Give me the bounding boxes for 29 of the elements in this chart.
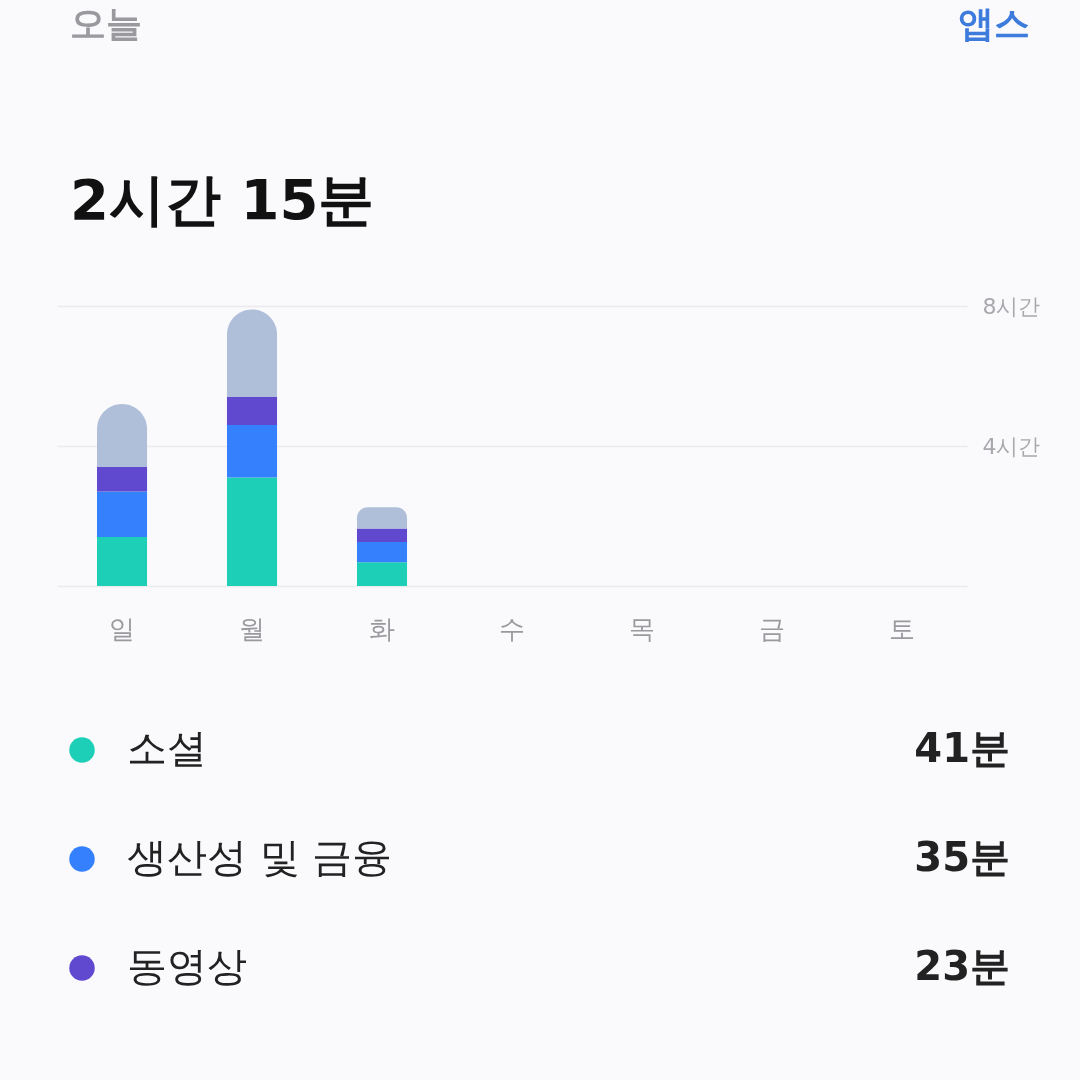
text: 35분	[914, 834, 1010, 880]
legend-label: 생산성 및 금융	[127, 834, 393, 880]
bar	[356, 528, 408, 542]
bar	[356, 507, 408, 529]
text: 앱스	[958, 3, 1030, 44]
bar	[97, 491, 148, 537]
x-tick-label: 토	[888, 613, 915, 644]
bar	[356, 541, 408, 563]
x-tick-label: 수	[499, 613, 525, 644]
chart-title: 2시간 15분	[70, 167, 375, 232]
y-tick-label: 4시간	[982, 433, 1041, 459]
bar	[226, 397, 278, 425]
bar	[226, 477, 278, 586]
x-tick-label: 월	[239, 613, 266, 644]
bar	[97, 467, 148, 492]
bar	[97, 537, 148, 586]
x-tick-label: 금	[758, 613, 785, 644]
x-tick-label: 일	[109, 613, 136, 644]
text: 23분	[914, 943, 1010, 989]
bar	[226, 425, 278, 478]
x-tick-label: 목	[628, 613, 655, 644]
legend-label: 소셜	[127, 725, 207, 771]
legend-label: 동영상	[127, 943, 247, 989]
bar	[356, 562, 408, 586]
x-tick-label: 화	[369, 613, 396, 644]
text: 오늘	[70, 3, 142, 44]
text: 41분	[914, 725, 1010, 771]
bar	[226, 309, 278, 397]
y-tick-label: 8시간	[982, 293, 1041, 319]
